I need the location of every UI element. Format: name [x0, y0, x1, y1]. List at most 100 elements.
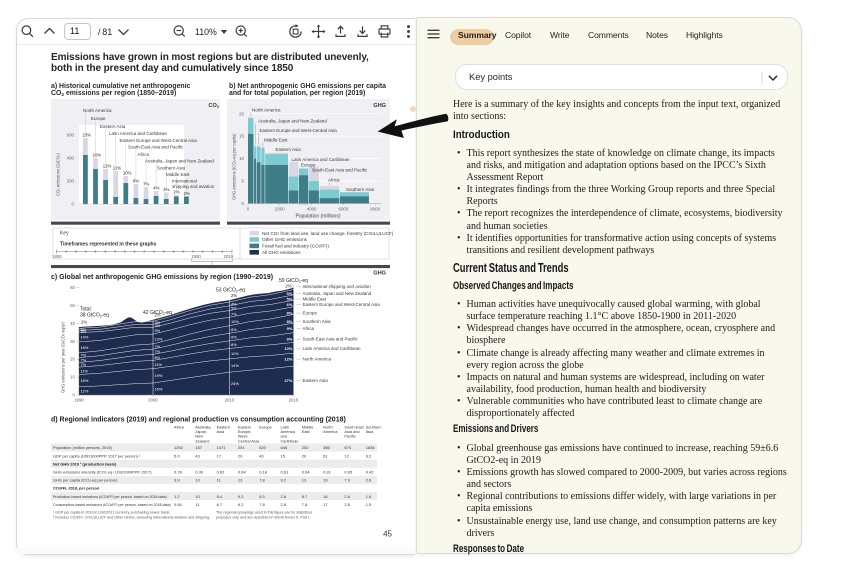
svg-text:2%: 2% [285, 284, 291, 289]
svg-text:CO2 emissions (GtCO2): CO2 emissions (GtCO2) [56, 152, 61, 196]
svg-text:Emissions have grown in most r: Emissions have grown in most regions but… [51, 52, 369, 63]
svg-text:Europe: Europe [301, 162, 316, 167]
svg-text:38 GtCO2-eq: 38 GtCO2-eq [80, 313, 109, 319]
svg-text:6.2: 6.2 [238, 502, 244, 507]
svg-text:400: 400 [67, 156, 75, 161]
svg-text:2000: 2000 [275, 207, 285, 212]
svg-text:Europe: Europe [303, 311, 318, 316]
svg-text:646: 646 [281, 445, 288, 450]
svg-text:Southern Asia: Southern Asia [157, 165, 186, 170]
svg-text:Asia: Asia [366, 429, 374, 434]
svg-text:International: International [172, 179, 197, 184]
svg-text:7.8: 7.8 [302, 502, 308, 507]
svg-text:14%: 14% [81, 335, 89, 340]
svg-text:Eastern Asia: Eastern Asia [303, 378, 329, 383]
svg-text:12: 12 [344, 453, 349, 458]
svg-text:8%: 8% [133, 179, 139, 184]
svg-text:Australia, Japan and New Zeala: Australia, Japan and New Zealand [303, 291, 372, 296]
svg-text:0.64: 0.64 [238, 470, 247, 475]
svg-text:8%: 8% [155, 355, 161, 360]
svg-text:23%: 23% [83, 133, 92, 138]
svg-text:200: 200 [67, 179, 75, 184]
svg-text:12%: 12% [103, 164, 112, 169]
svg-text:North America: North America [303, 357, 332, 362]
svg-text:Eastern Asia: Eastern Asia [276, 147, 302, 152]
svg-text:7.8: 7.8 [259, 502, 265, 507]
svg-text:1.5: 1.5 [366, 502, 372, 507]
svg-text:291: 291 [238, 445, 245, 450]
svg-text:30: 30 [70, 339, 75, 344]
svg-text:9%: 9% [287, 326, 293, 331]
svg-text:6.2: 6.2 [366, 453, 372, 458]
svg-text:0.62: 0.62 [217, 470, 226, 475]
svg-text:Eastern Europe and West-Centra: Eastern Europe and West-Central Asia [120, 138, 198, 143]
svg-text:GHG: GHG [373, 271, 386, 277]
svg-text:10%: 10% [123, 171, 132, 176]
svg-text:9%: 9% [287, 337, 293, 342]
svg-text:5%: 5% [287, 291, 293, 296]
svg-text:7.8: 7.8 [259, 478, 265, 483]
svg-text:20: 20 [239, 111, 244, 116]
svg-text:16%: 16% [155, 386, 163, 391]
svg-text:0.65: 0.65 [344, 470, 353, 475]
svg-text:Europe: Europe [91, 116, 106, 121]
svg-text:10: 10 [239, 156, 244, 161]
svg-text:0: 0 [72, 202, 75, 207]
svg-text:40: 40 [70, 321, 75, 326]
svg-text:purposes only and are describe: purposes only and are described in WGIII… [216, 516, 310, 520]
svg-text:61: 61 [323, 453, 328, 458]
svg-text:Timeframes represented in thes: Timeframes represented in these graphs [60, 242, 157, 248]
svg-text:600: 600 [67, 133, 75, 138]
svg-text:South-East Asia and Pacific: South-East Asia and Pacific [303, 337, 359, 342]
svg-text:America: America [281, 429, 296, 434]
svg-text:Australia, Japan and New Zeala: Australia, Japan and New Zealand [145, 159, 214, 164]
svg-text:Eastern: Eastern [217, 425, 230, 430]
svg-text:8.7: 8.7 [302, 494, 308, 499]
svg-text:10: 10 [195, 494, 200, 499]
svg-text:43: 43 [195, 453, 200, 458]
svg-text:10%: 10% [231, 319, 239, 324]
svg-text:7%: 7% [81, 362, 87, 367]
svg-text:15: 15 [239, 134, 244, 139]
svg-text:Europe: Europe [259, 425, 272, 430]
svg-text:The regional groupings used in: The regional groupings used in this figu… [216, 511, 312, 515]
svg-text:59 GtCO2-eq: 59 GtCO2-eq [279, 278, 308, 284]
svg-text:Latin America and Caribbean: Latin America and Caribbean [109, 131, 168, 136]
svg-text:2%: 2% [231, 293, 237, 298]
svg-text:GHG emissions intensity (tCO2-: GHG emissions intensity (tCO2-eq / USD10… [53, 470, 152, 475]
svg-text:1990: 1990 [74, 398, 84, 403]
svg-text:0.31: 0.31 [323, 470, 332, 475]
svg-text:East: East [302, 429, 311, 434]
svg-text:0.18: 0.18 [259, 470, 268, 475]
svg-text:Latin: Latin [281, 425, 289, 430]
svg-text:Middle East: Middle East [264, 138, 288, 143]
svg-text:Southern Asia: Southern Asia [346, 187, 375, 192]
svg-text:19: 19 [323, 478, 328, 483]
svg-text:Consumption-based emissions (t: Consumption-based emissions (tCO2FFI per… [53, 503, 171, 507]
svg-text:7%: 7% [143, 182, 149, 187]
svg-text:Central Asia: Central Asia [238, 438, 260, 443]
svg-text:Africa: Africa [138, 152, 150, 157]
svg-text:0: 0 [73, 393, 76, 398]
svg-text:5: 5 [242, 179, 245, 184]
svg-text:1.6: 1.6 [366, 494, 372, 499]
svg-text:11: 11 [195, 502, 200, 507]
svg-text:2019: 2019 [224, 254, 234, 259]
svg-text:2000: 2000 [148, 398, 158, 403]
svg-text:All GHG emissions: All GHG emissions [262, 250, 301, 255]
svg-text:1471: 1471 [217, 445, 227, 450]
svg-text:c) Global net anthropogenic GH: c) Global net anthropogenic GHG emission… [51, 274, 273, 281]
svg-text:13%: 13% [155, 336, 163, 341]
svg-text:a) Historical cumulative net a: a) Historical cumulative net anthropogen… [51, 83, 191, 90]
svg-text:11%: 11% [155, 362, 163, 367]
svg-text:674: 674 [344, 445, 351, 450]
svg-text:3%: 3% [81, 329, 87, 334]
svg-text:Production-based emissions (tC: Production-based emissions (tCO2FFI per … [53, 495, 167, 499]
svg-text:18%: 18% [81, 378, 89, 383]
svg-text:7%: 7% [81, 357, 87, 362]
svg-text:9.2: 9.2 [238, 494, 244, 499]
svg-text:42 GtCO2-eq: 42 GtCO2-eq [143, 310, 172, 316]
svg-text:North America: North America [252, 108, 281, 113]
svg-text:620: 620 [259, 445, 266, 450]
svg-text:366: 366 [323, 445, 330, 450]
